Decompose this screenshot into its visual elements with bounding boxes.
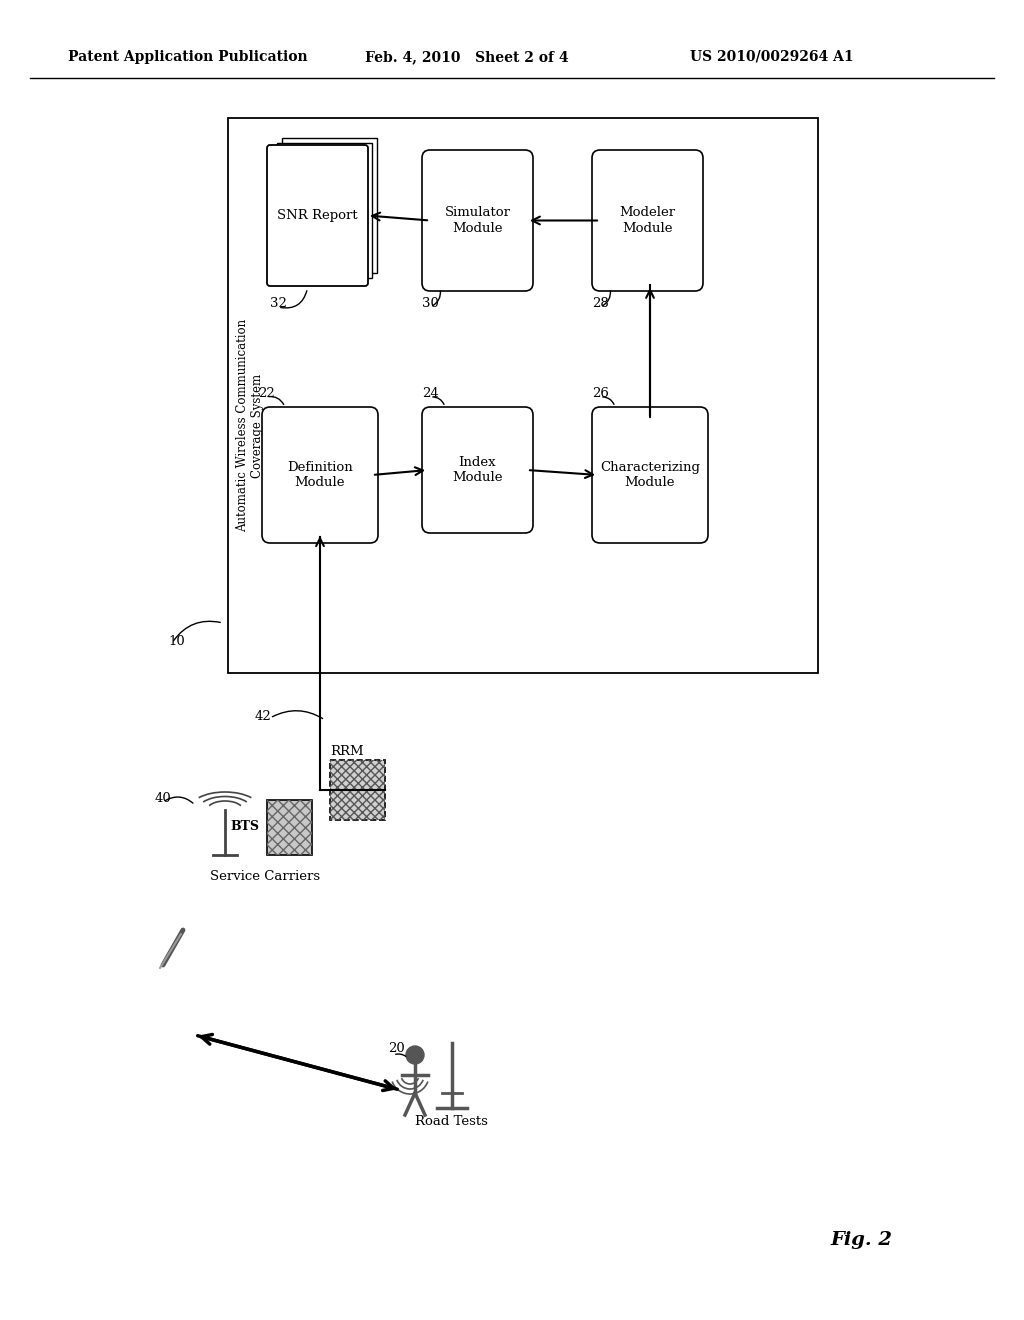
Text: Service Carriers: Service Carriers [210, 870, 321, 883]
FancyBboxPatch shape [267, 145, 368, 286]
Text: RRM: RRM [330, 744, 364, 758]
FancyBboxPatch shape [422, 150, 534, 290]
Text: 32: 32 [270, 297, 287, 310]
Text: 10: 10 [168, 635, 184, 648]
Bar [267, 800, 312, 855]
Text: SNR Report: SNR Report [278, 209, 357, 222]
Text: Fig. 2: Fig. 2 [830, 1232, 892, 1249]
Text: 24: 24 [422, 387, 438, 400]
FancyBboxPatch shape [262, 407, 378, 543]
Text: Automatic Wireless Communication
Coverage System: Automatic Wireless Communication Coverag… [236, 319, 264, 532]
Text: 30: 30 [422, 297, 439, 310]
Text: BTS: BTS [230, 820, 259, 833]
FancyBboxPatch shape [592, 407, 708, 543]
Text: 22: 22 [258, 387, 274, 400]
Text: 26: 26 [592, 387, 609, 400]
Text: US 2010/0029264 A1: US 2010/0029264 A1 [690, 50, 854, 63]
Text: Simulator
Module: Simulator Module [444, 206, 511, 235]
Text: 20: 20 [388, 1041, 404, 1055]
Text: Characterizing
Module: Characterizing Module [600, 461, 700, 488]
Text: Definition
Module: Definition Module [287, 461, 353, 488]
Text: Patent Application Publication: Patent Application Publication [68, 50, 307, 63]
Text: Modeler
Module: Modeler Module [620, 206, 676, 235]
Text: Road Tests: Road Tests [415, 1115, 487, 1129]
FancyBboxPatch shape [592, 150, 703, 290]
Circle shape [406, 1045, 424, 1064]
Text: Index
Module: Index Module [453, 455, 503, 484]
Text: 40: 40 [155, 792, 172, 805]
Text: Feb. 4, 2010   Sheet 2 of 4: Feb. 4, 2010 Sheet 2 of 4 [365, 50, 568, 63]
Bar [278, 143, 372, 279]
Text: 42: 42 [255, 710, 271, 723]
Bar [282, 139, 377, 273]
Bar [330, 760, 385, 820]
FancyBboxPatch shape [422, 407, 534, 533]
Bar [228, 117, 818, 673]
Text: 28: 28 [592, 297, 608, 310]
Bar [330, 760, 385, 820]
Bar [267, 800, 312, 855]
